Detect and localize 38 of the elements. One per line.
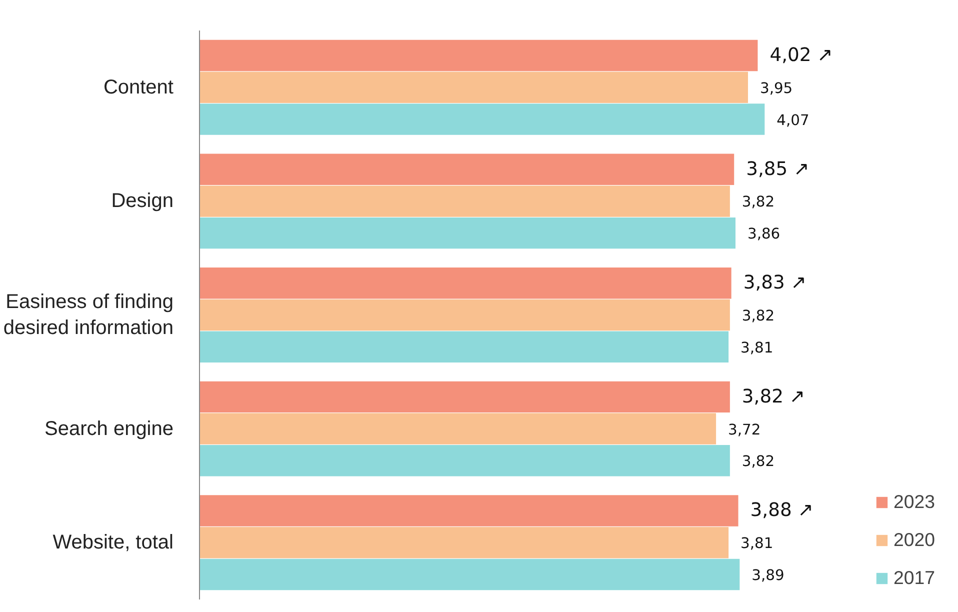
bar: [200, 495, 738, 526]
data-label: 3,95: [760, 80, 793, 97]
bar: [200, 558, 740, 590]
y-tick-label: Search engine: [44, 418, 174, 440]
bar: [200, 186, 730, 217]
y-tick-label: Website, total: [52, 532, 174, 554]
data-label: 3,82: [742, 308, 775, 324]
data-label: 3,81: [740, 339, 774, 356]
bar: [200, 381, 730, 413]
bar: [200, 217, 736, 249]
y-tick-label: Design: [111, 190, 174, 212]
data-label: 3,82: [742, 453, 775, 470]
data-label: 3,82: [742, 194, 775, 211]
data-label: 3,88 ↗: [750, 500, 814, 522]
bar: [200, 40, 758, 72]
legend-label: 2017: [893, 567, 935, 589]
bar: [200, 526, 729, 558]
data-label: 4,02 ↗: [770, 45, 833, 66]
bar: [200, 331, 729, 362]
data-label: 3,72: [728, 421, 761, 438]
data-label: 3,89: [752, 566, 784, 584]
data-label: 3,86: [747, 226, 780, 243]
y-tick-label: Content: [103, 76, 174, 98]
bar: [200, 445, 730, 476]
data-label: 3,82 ↗: [742, 386, 806, 408]
data-label: 3,81: [740, 535, 774, 552]
bar: [200, 299, 730, 331]
bar: [200, 413, 716, 444]
bar: [200, 104, 765, 135]
data-label: 3,85 ↗: [746, 158, 810, 180]
legend-label: 2020: [893, 529, 935, 551]
bar: [200, 72, 748, 104]
bar: [200, 268, 732, 299]
legend-label: 2023: [893, 491, 935, 513]
data-label: 3,83 ↗: [743, 272, 806, 294]
data-label: 4,07: [776, 112, 810, 129]
y-tick-label: Easiness of finding desired information: [3, 290, 174, 340]
bar: [200, 154, 734, 185]
